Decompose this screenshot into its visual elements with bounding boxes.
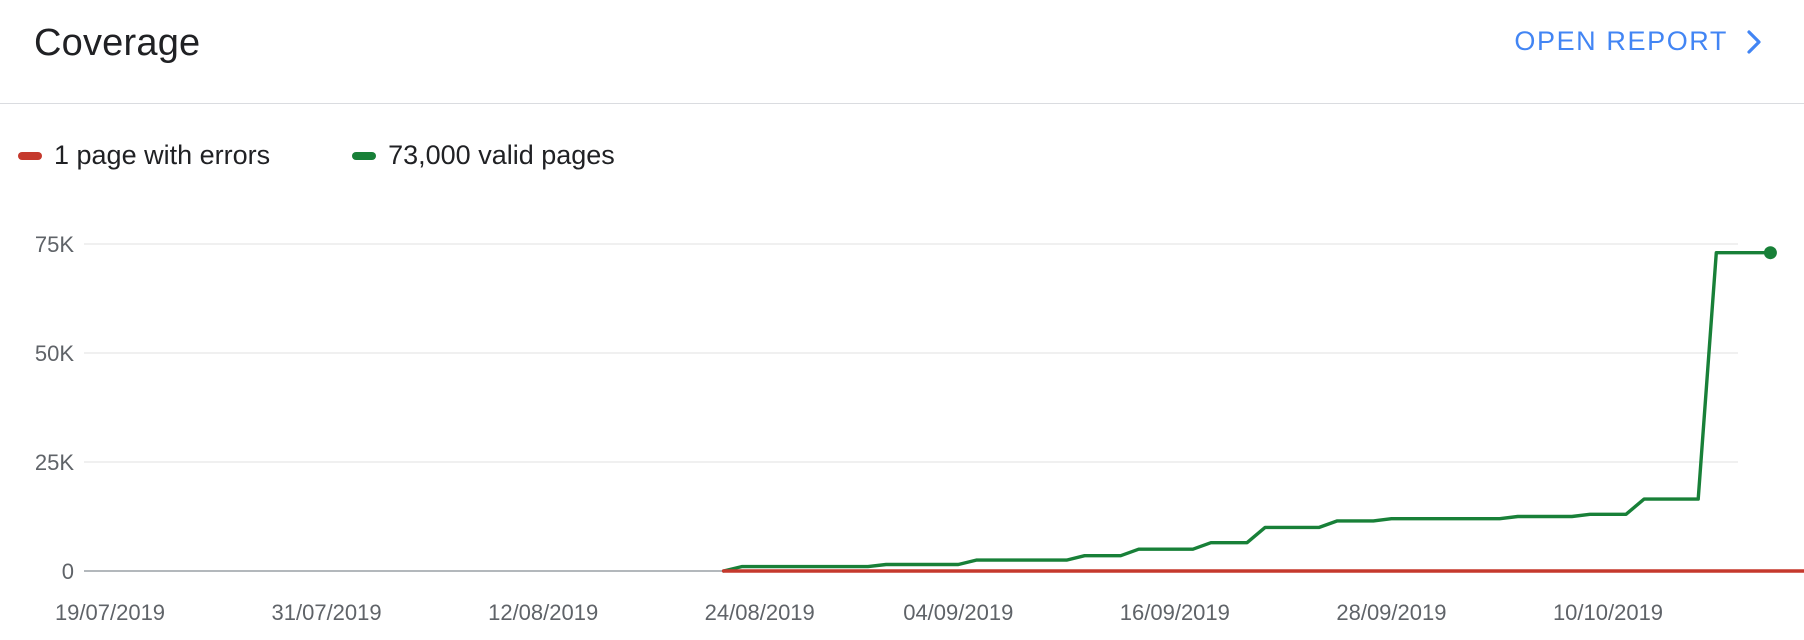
y-tick-label: 75K bbox=[35, 232, 74, 257]
x-tick-label: 16/09/2019 bbox=[1120, 600, 1230, 625]
open-report-button[interactable]: OPEN REPORT bbox=[1514, 26, 1762, 57]
series-line-valid bbox=[721, 251, 1773, 573]
x-tick-label: 12/08/2019 bbox=[488, 600, 598, 625]
legend-item-errors[interactable]: 1 page with errors bbox=[18, 140, 270, 171]
series-endpoint-valid bbox=[1763, 246, 1777, 260]
y-tick-label: 50K bbox=[35, 341, 74, 366]
y-tick-label: 25K bbox=[35, 450, 74, 475]
chart-legend: 1 page with errors 73,000 valid pages bbox=[18, 140, 697, 171]
chevron-right-icon bbox=[1747, 29, 1761, 54]
legend-label-valid: 73,000 valid pages bbox=[388, 140, 615, 170]
x-tick-label: 10/10/2019 bbox=[1553, 600, 1663, 625]
legend-label-errors: 1 page with errors bbox=[54, 140, 271, 170]
x-tick-label: 28/09/2019 bbox=[1336, 600, 1446, 625]
legend-swatch-errors bbox=[18, 151, 42, 160]
x-tick-label: 24/08/2019 bbox=[705, 600, 815, 625]
x-tick-label: 31/07/2019 bbox=[272, 600, 382, 625]
y-tick-label: 0 bbox=[62, 559, 74, 584]
x-tick-label: 19/07/2019 bbox=[55, 600, 165, 625]
legend-swatch-valid bbox=[352, 151, 377, 160]
legend-item-valid[interactable]: 73,000 valid pages bbox=[352, 140, 615, 171]
page-title: Coverage bbox=[34, 22, 201, 64]
x-tick-label: 04/09/2019 bbox=[903, 600, 1013, 625]
open-report-label: OPEN REPORT bbox=[1514, 26, 1728, 56]
card-header: Coverage OPEN REPORT bbox=[0, 0, 1804, 104]
